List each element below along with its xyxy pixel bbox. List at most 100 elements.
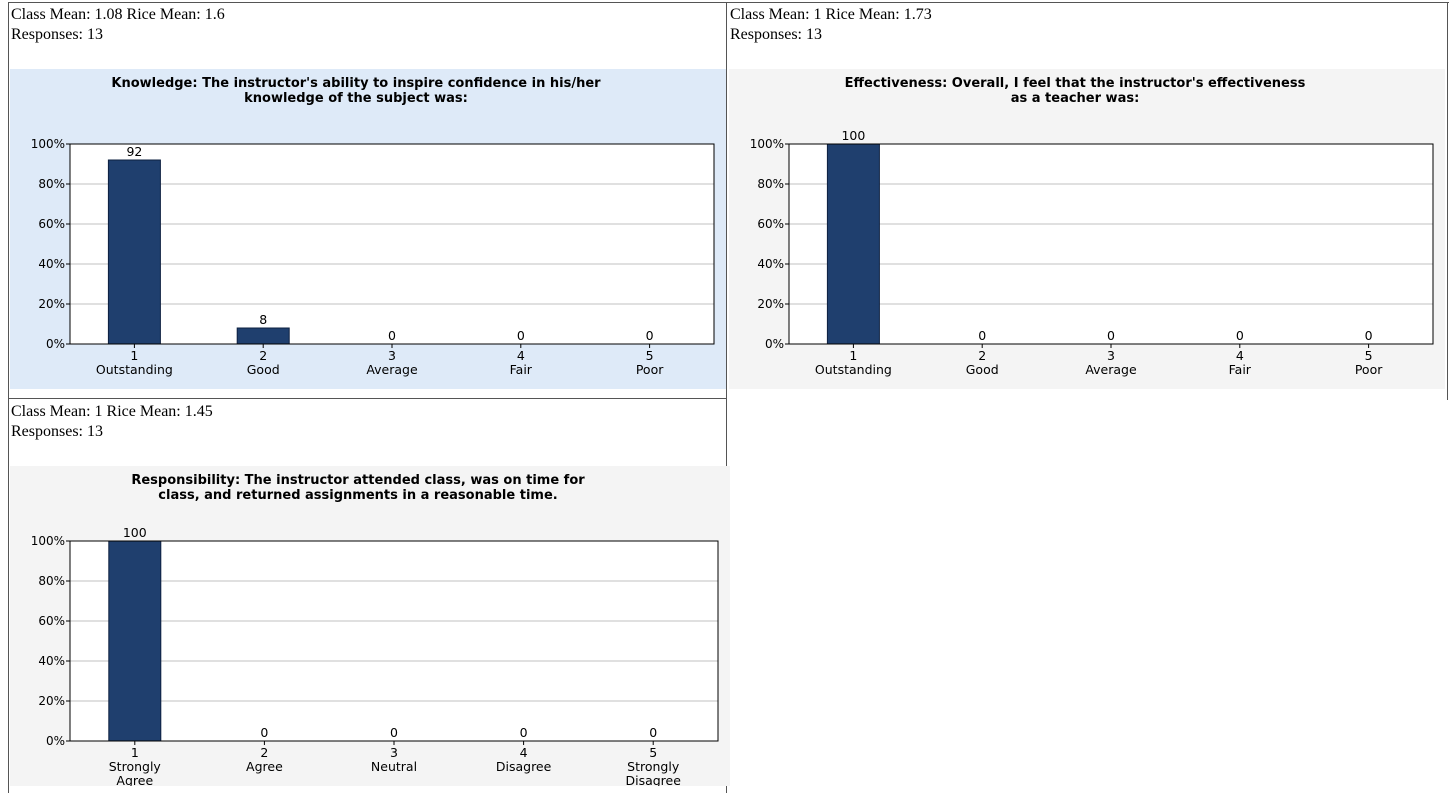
bar [107,159,161,345]
y-tick-label: 0% [765,337,784,351]
y-tick-label: 60% [38,614,65,628]
chart-knowledge: Knowledge: The instructor's ability to i… [10,69,726,389]
y-tick-label: 80% [38,574,65,588]
x-tick-label: Poor [1355,362,1383,377]
y-tick-label: 80% [38,177,65,191]
class-rice-mean: Class Mean: 1 Rice Mean: 1.45 [11,403,213,420]
chart-effectiveness: Effectiveness: Overall, I feel that the … [729,69,1445,389]
x-tick-label: Good [966,362,999,377]
chart-responsibility: Responsibility: The instructor attended … [10,466,730,788]
panel-effectiveness: Class Mean: 1 Rice Mean: 1.73 Responses:… [727,2,1447,398]
x-tick-label: Strongly [627,759,680,774]
responses-count: Responses: 13 [730,26,822,43]
chart-svg: Effectiveness: Overall, I feel that the … [729,69,1445,389]
x-tick-label: 5 [649,745,657,760]
responses-count: Responses: 13 [11,26,103,43]
table-border-right [1447,2,1448,400]
x-tick-label: Outstanding [96,362,173,377]
x-tick-label: Neutral [371,759,417,774]
x-tick-label: 4 [1236,348,1244,363]
x-tick-label: 2 [978,348,986,363]
x-tick-label: Fair [510,362,533,377]
data-label: 0 [1107,328,1115,343]
x-tick-label: Average [366,362,418,377]
data-label: 0 [978,328,986,343]
x-tick-label: 5 [1365,348,1373,363]
table-row-divider [8,398,727,399]
chart-title-line: Effectiveness: Overall, I feel that the … [845,76,1306,91]
panel-responsibility: Class Mean: 1 Rice Mean: 1.45 Responses:… [8,399,726,793]
stats-block: Class Mean: 1.08 Rice Mean: 1.6 Response… [8,2,726,45]
data-label: 0 [1236,328,1244,343]
plot-area [789,144,1433,344]
panel-knowledge: Class Mean: 1.08 Rice Mean: 1.6 Response… [8,2,726,398]
x-tick-label: 1 [131,745,139,760]
y-tick-label: 100% [31,137,65,151]
x-tick-label: Fair [1229,362,1252,377]
x-tick-label: Agree [246,759,283,774]
chart-title-line: knowledge of the subject was: [244,91,468,106]
data-label: 8 [259,312,267,327]
y-tick-label: 40% [38,257,65,271]
y-tick-label: 80% [757,177,784,191]
x-tick-label: 1 [849,348,857,363]
y-tick-label: 60% [757,217,784,231]
class-rice-mean: Class Mean: 1.08 Rice Mean: 1.6 [11,6,225,23]
chart-title-line: class, and returned assignments in a rea… [158,488,557,503]
data-label: 0 [1365,328,1373,343]
plot-frame [788,143,1434,345]
chart-title-line: as a teacher was: [1011,91,1140,106]
data-label: 0 [520,725,528,740]
x-tick-label: 5 [646,348,654,363]
x-tick-label: 2 [259,348,267,363]
y-tick-label: 0% [46,337,65,351]
plot-area [70,144,714,344]
data-label: 0 [517,328,525,343]
plot-area [70,541,718,741]
table-border-top [8,2,1449,3]
x-tick-label: Agree [116,773,153,786]
y-tick-label: 40% [38,654,65,668]
data-label: 100 [123,525,147,540]
data-label: 0 [388,328,396,343]
stats-block: Class Mean: 1 Rice Mean: 1.73 Responses:… [727,2,1447,45]
table-border-left [8,2,9,793]
class-rice-mean: Class Mean: 1 Rice Mean: 1.73 [730,6,932,23]
table-divider-middle [726,2,727,793]
x-tick-label: 3 [390,745,398,760]
bar [826,143,880,345]
y-tick-label: 20% [757,297,784,311]
x-tick-label: 3 [1107,348,1115,363]
x-tick-label: 4 [517,348,525,363]
data-label: 0 [390,725,398,740]
x-tick-label: Average [1085,362,1137,377]
y-tick-label: 60% [38,217,65,231]
bar [236,327,290,345]
y-tick-label: 20% [38,694,65,708]
plot-frame [69,540,719,742]
x-tick-label: 1 [130,348,138,363]
data-label: 0 [646,328,654,343]
x-tick-label: Disagree [496,759,552,774]
x-tick-label: 4 [520,745,528,760]
plot-frame [69,143,715,345]
y-tick-label: 100% [31,534,65,548]
chart-title-line: Knowledge: The instructor's ability to i… [111,76,601,91]
x-tick-label: 3 [388,348,396,363]
bar [108,540,162,742]
chart-svg: Responsibility: The instructor attended … [10,466,730,788]
data-label: 0 [649,725,657,740]
chart-svg: Knowledge: The instructor's ability to i… [10,69,726,389]
y-tick-label: 40% [757,257,784,271]
y-tick-label: 0% [46,734,65,748]
data-label: 100 [841,128,865,143]
x-tick-label: Poor [636,362,664,377]
chart-title-line: Responsibility: The instructor attended … [131,473,585,488]
y-tick-label: 100% [750,137,784,151]
data-label: 92 [126,144,142,159]
x-tick-label: Good [247,362,280,377]
stats-block: Class Mean: 1 Rice Mean: 1.45 Responses:… [8,399,726,442]
responses-count: Responses: 13 [11,423,103,440]
x-tick-label: 2 [260,745,268,760]
x-tick-label: Disagree [625,773,681,786]
